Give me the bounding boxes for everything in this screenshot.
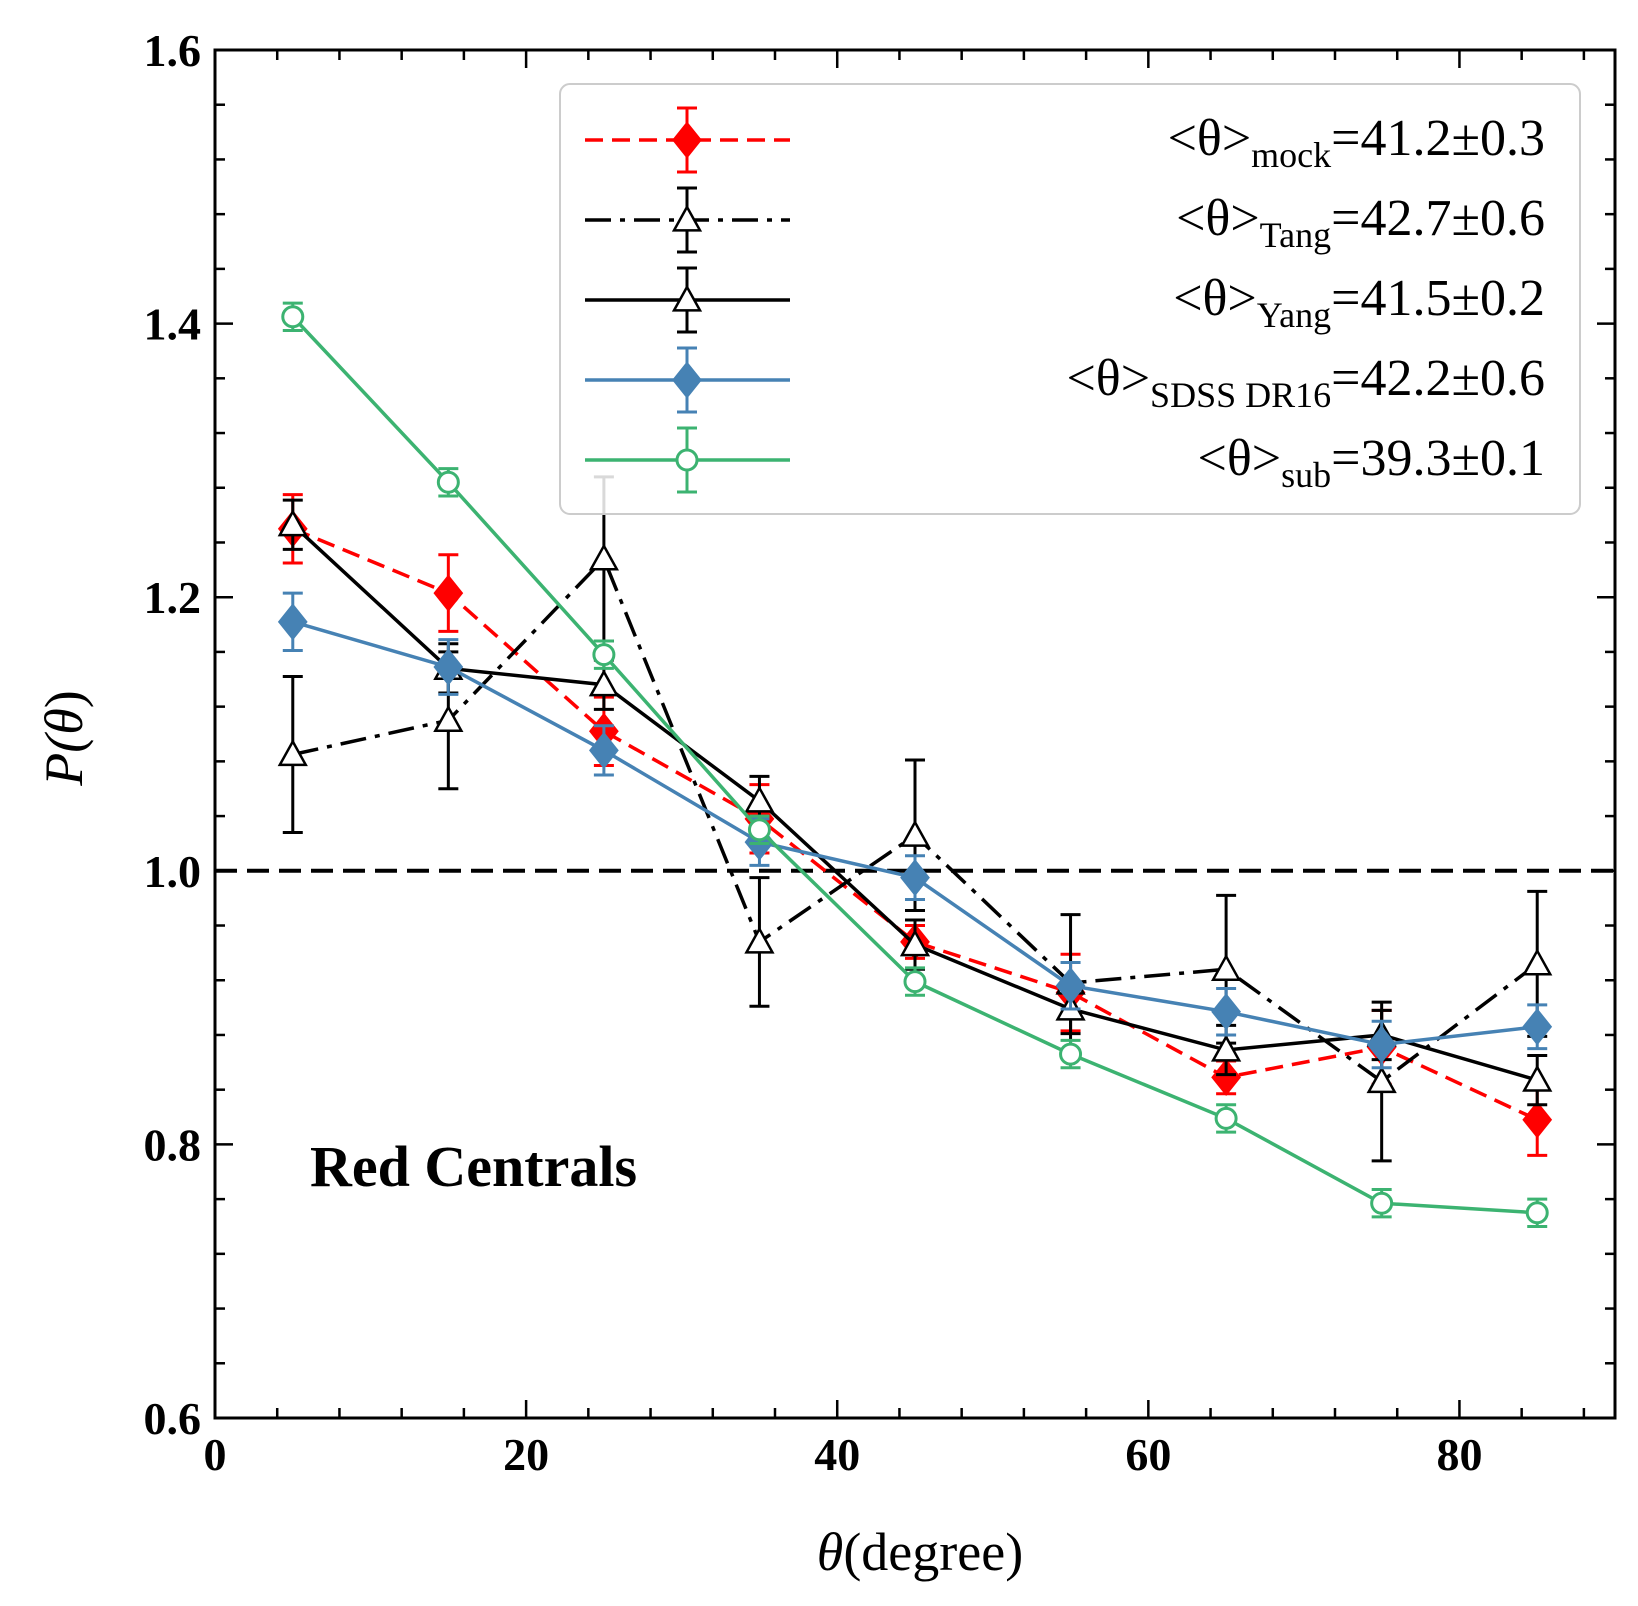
legend-entry-sub: <θ>sub=39.3±0.1 — [1198, 430, 1545, 495]
data-point-tang — [433, 704, 464, 732]
data-point-sub — [1214, 1106, 1238, 1130]
y-axis-symbol: θ — [34, 708, 94, 735]
data-point-sub — [436, 470, 460, 494]
data-point-mock — [433, 574, 464, 612]
series-yang — [277, 498, 1553, 1107]
data-point-sdss-dr16 — [1366, 1025, 1397, 1064]
x-axis-label-text: (degree) — [843, 1522, 1023, 1582]
data-point-tang — [1522, 948, 1553, 976]
data-point-tang — [1210, 953, 1242, 981]
legend-marker-tang — [671, 204, 703, 232]
x-tick-label: 20 — [503, 1429, 549, 1480]
data-point-yang — [277, 509, 308, 537]
legend-mock-sub: mock — [1251, 135, 1331, 175]
series-sdss-dr16 — [277, 591, 1553, 1070]
data-point-sub — [281, 305, 305, 329]
legend-sdss-sub: SDSS DR16 — [1150, 375, 1331, 415]
x-tick-label: 80 — [1436, 1429, 1482, 1480]
legend-entry-tang: <θ>Tang=42.7±0.6 — [1176, 190, 1545, 255]
data-point-sdss-dr16 — [277, 603, 308, 641]
legend-tang-sub: Tang — [1260, 215, 1331, 255]
y-axis-label: P(θ) — [34, 690, 94, 786]
x-tick-label: 40 — [814, 1429, 860, 1480]
legend-marker-yang — [671, 284, 703, 312]
legend-marker-sdss-dr16 — [672, 361, 702, 399]
data-point-yang — [588, 669, 620, 697]
data-point-sdss-dr16 — [589, 731, 619, 770]
x-axis-label: θ(degree) — [817, 1522, 1023, 1582]
plot-frame — [213, 48, 1617, 1420]
data-point-yang — [744, 785, 775, 813]
legend: <θ>mock=41.2±0.3 <θ>Tang=42.7±0.6 <θ>Yan… — [559, 83, 1581, 515]
data-point-sdss-dr16 — [1211, 993, 1241, 1031]
data-point-sub — [1059, 1042, 1083, 1066]
data-point-sub — [903, 970, 927, 994]
legend-yang-sub: Yang — [1257, 295, 1331, 335]
legend-mock-value: =41.2±0.3 — [1331, 110, 1545, 167]
data-point-tang — [1366, 1065, 1397, 1094]
legend-mock-prefix: <θ> — [1168, 110, 1252, 167]
legend-entry-yang: <θ>Yang=41.5±0.2 — [1173, 270, 1545, 335]
legend-entry-mock: <θ>mock=41.2±0.3 — [1168, 110, 1545, 175]
legend-sdss-prefix: <θ> — [1066, 350, 1150, 407]
data-point-yang — [1522, 1064, 1553, 1092]
y-axis-close: ) — [34, 690, 94, 708]
data-point-tang — [588, 543, 620, 571]
data-point-sub — [1525, 1201, 1549, 1225]
legend-box — [559, 83, 1581, 515]
ticks-group: 0 20 40 60 80 0.6 0.8 1.0 1.2 1.4 1.6 — [144, 25, 1615, 1480]
data-point-tang — [899, 819, 931, 847]
y-axis-func: P( — [34, 732, 94, 787]
data-point-sdss-dr16 — [900, 859, 930, 897]
y-tick-label: 1.0 — [144, 846, 202, 897]
series-sub — [281, 301, 1549, 1228]
data-point-sub — [747, 818, 771, 842]
data-point-sdss-dr16 — [1522, 1008, 1553, 1046]
y-tick-label: 0.8 — [144, 1119, 202, 1170]
legend-entry-sdss: <θ>SDSS DR16=42.2±0.6 — [1066, 350, 1545, 415]
legend-marker-sub — [675, 448, 699, 472]
legend-yang-prefix: <θ> — [1173, 270, 1257, 327]
legend-sub-prefix: <θ> — [1198, 430, 1282, 487]
data-point-sdss-dr16 — [1055, 967, 1086, 1005]
legend-sdss-value: =42.2±0.6 — [1331, 350, 1545, 407]
data-point-mock — [1522, 1101, 1553, 1139]
legend-tang-prefix: <θ> — [1176, 190, 1260, 247]
series-line-mock — [292, 527, 1538, 1122]
data-point-sub — [1370, 1191, 1394, 1215]
data-point-sub — [592, 643, 616, 667]
x-tick-label: 0 — [204, 1429, 227, 1480]
y-tick-label: 1.6 — [144, 25, 202, 76]
legend-sub-sub: sub — [1281, 455, 1331, 495]
y-tick-label: 1.4 — [144, 299, 202, 350]
data-point-sdss-dr16 — [433, 648, 464, 686]
x-tick-label: 60 — [1125, 1429, 1171, 1480]
data-point-tang — [277, 738, 308, 767]
data-point-yang — [1210, 1034, 1242, 1062]
legend-samples — [585, 106, 790, 494]
axes-group — [213, 48, 1617, 1420]
data-point-mock — [1211, 1058, 1241, 1096]
y-tick-label: 1.2 — [144, 572, 202, 623]
legend-marker-mock — [672, 121, 702, 159]
series-group — [277, 301, 1553, 1228]
y-tick-label: 0.6 — [144, 1393, 202, 1444]
data-point-yang — [899, 929, 931, 957]
data-point-tang — [744, 926, 775, 954]
legend-tang-value: =42.7±0.6 — [1331, 190, 1545, 247]
legend-yang-value: =41.5±0.2 — [1331, 270, 1545, 327]
annotation-text: Red Centrals — [310, 1134, 637, 1199]
x-axis-symbol: θ — [817, 1522, 844, 1582]
legend-sub-value: =39.3±0.1 — [1331, 430, 1545, 487]
